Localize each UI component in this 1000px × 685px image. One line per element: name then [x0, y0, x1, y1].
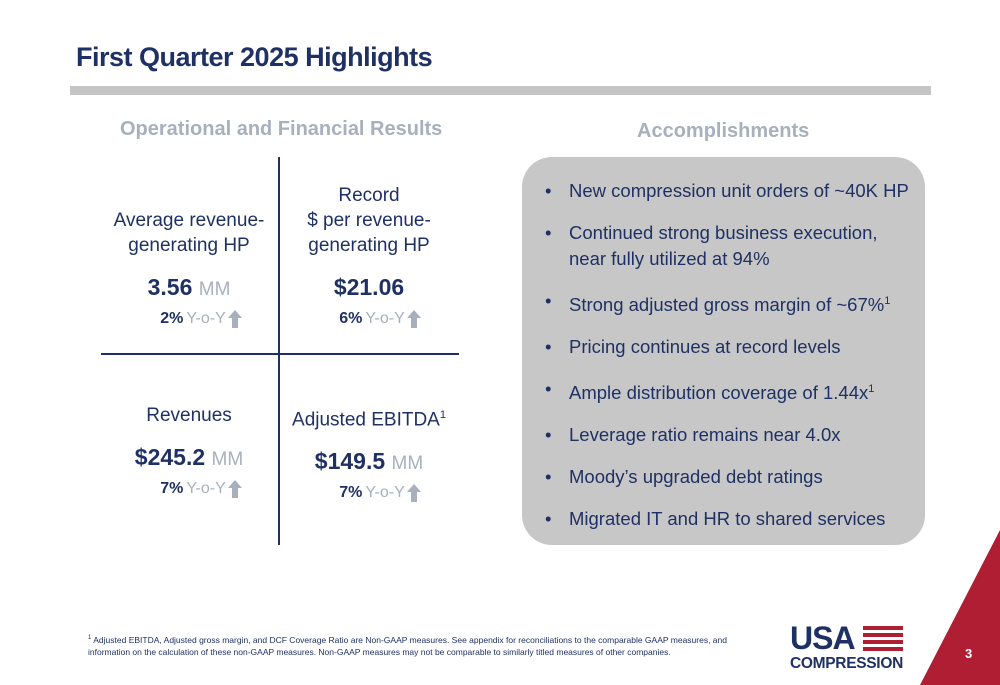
footnote: 1 Adjusted EBITDA, Adjusted gross margin… [88, 634, 727, 657]
list-item: Migrated IT and HR to shared services [545, 506, 915, 532]
company-logo: USA COMPRESSION [790, 620, 910, 676]
metric-revenues: Revenues $245.2 MM 7% Y-o-Y [100, 403, 278, 499]
up-arrow-icon [227, 310, 242, 328]
metric-dollar-per-hp: Record $ per revenue-generating HP $21.06… [280, 183, 458, 329]
metric-label: Average revenue-generating HP [113, 210, 265, 256]
grid-horizontal-divider [101, 353, 459, 355]
metric-label: Adjusted EBITDA1 [292, 409, 446, 431]
accomplishments-list: New compression unit orders of ~40K HP C… [545, 178, 915, 548]
metric-avg-hp: Average revenue-generating HP 3.56 MM 2%… [100, 208, 278, 329]
list-item: Ample distribution coverage of 1.44x1 [545, 376, 915, 406]
logo-compression-text: COMPRESSION [790, 655, 903, 672]
corner-accent [920, 530, 1000, 685]
list-item: Moody’s upgraded debt ratings [545, 464, 915, 490]
metric-value: $21.06 [333, 274, 405, 300]
page-title: First Quarter 2025 Highlights [76, 42, 433, 72]
list-item: Continued strong business execution, nea… [545, 220, 915, 272]
list-item: New compression unit orders of ~40K HP [545, 178, 915, 204]
metric-value: $149.5 MM [314, 448, 424, 475]
metric-yoy: 7% Y-o-Y [100, 479, 278, 499]
page-number: 3 [965, 646, 973, 661]
metric-value: 3.56 MM [147, 274, 231, 300]
grid-vertical-divider [278, 157, 280, 545]
up-arrow-icon [406, 310, 421, 328]
list-item: Pricing continues at record levels [545, 334, 915, 360]
title-divider [70, 86, 931, 95]
logo-usa-text: USA [790, 620, 856, 656]
metric-value: $245.2 MM [134, 444, 244, 470]
metric-yoy: 7% Y-o-Y [280, 483, 458, 503]
metric-yoy: 6% Y-o-Y [280, 309, 458, 329]
flag-stripes-icon [863, 626, 903, 654]
metric-adjusted-ebitda: Adjusted EBITDA1 $149.5 MM 7% Y-o-Y [280, 403, 458, 503]
results-heading: Operational and Financial Results [120, 118, 443, 140]
list-item: Leverage ratio remains near 4.0x [545, 422, 915, 448]
list-item: Strong adjusted gross margin of ~67%1 [545, 288, 915, 318]
up-arrow-icon [406, 484, 421, 503]
up-arrow-icon [227, 480, 242, 498]
metric-yoy: 2% Y-o-Y [100, 309, 278, 329]
accomplishments-heading: Accomplishments [637, 120, 810, 142]
metric-label: Record $ per revenue-generating HP [307, 185, 431, 256]
metric-label: Revenues [146, 405, 232, 426]
